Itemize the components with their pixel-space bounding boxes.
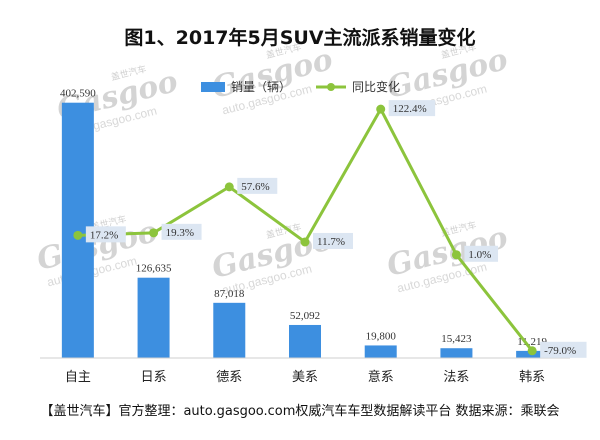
line-value-label-5: 1.0%	[468, 249, 491, 261]
line-value-label-6: -79.0%	[544, 345, 576, 357]
line-point-6	[527, 346, 537, 356]
line-label-box-5	[464, 245, 499, 262]
line-label-box-3	[313, 232, 353, 249]
category-labels: 自主 日系 德系 美系 意系 法系 韩系	[65, 369, 545, 385]
category-label-6: 韩系	[519, 370, 545, 385]
line-point-3	[300, 237, 310, 247]
bar-2	[213, 302, 246, 358]
line-point-4	[376, 104, 386, 114]
bar-value-label-1: 126,635	[136, 263, 172, 275]
line-value-label-2: 57.6%	[241, 181, 269, 193]
category-label-5: 法系	[443, 370, 469, 385]
line-point-0	[73, 230, 83, 240]
line-value-label-3: 11.7%	[317, 236, 345, 248]
chart-title: 图1、2017年5月SUV主流派系销量变化	[124, 26, 475, 49]
bar-value-label-3: 52,092	[290, 310, 320, 322]
line-point-2	[224, 182, 234, 192]
bar-value-label-5: 15,423	[441, 333, 472, 345]
line-value-label-4: 122.4%	[393, 103, 427, 115]
line-point-1	[149, 228, 159, 238]
category-label-2: 德系	[216, 370, 242, 385]
line-label-box-1	[161, 223, 202, 240]
line-value-label-0: 17.2%	[90, 229, 118, 241]
line-label-box-0	[85, 226, 126, 243]
legend: 销量（辆） 同比变化	[201, 79, 400, 94]
bar-4	[364, 345, 397, 358]
category-label-4: 意系	[368, 369, 394, 385]
category-label-3: 美系	[292, 370, 318, 385]
bar-labels: 402,590 126,635 87,018 52,092 19,800 15,423 11…	[60, 88, 548, 348]
line-label-box-4	[388, 100, 436, 117]
line-value-label-1: 19.3%	[166, 227, 194, 239]
footer-source: 【盖世汽车】官方整理：auto.gasgoo.com权威汽车车型数据解读平台 数…	[40, 404, 560, 419]
bar-1	[137, 277, 170, 358]
line-label-box-2	[237, 177, 278, 194]
bar-value-label-4: 19,800	[366, 330, 397, 342]
legend-line-marker	[327, 83, 335, 91]
category-label-1: 日系	[141, 370, 167, 385]
bar-3	[289, 324, 321, 358]
bar-value-label-6: 11,219	[517, 336, 547, 348]
legend-line-label: 同比变化	[352, 79, 400, 94]
bar-value-label-0: 402,590	[60, 88, 96, 100]
bar-5	[440, 348, 473, 358]
bar-value-label-2: 87,018	[214, 288, 245, 300]
line-series: 17.2% 19.3% 57.6% 11.7% 122.4% 1.0% -79.0%	[73, 100, 587, 358]
legend-bar-swatch	[201, 82, 225, 92]
legend-bar-label: 销量（辆）	[231, 80, 291, 94]
category-label-0: 自主	[65, 370, 91, 385]
line-label-box-6	[540, 341, 587, 358]
line-point-5	[451, 250, 461, 260]
